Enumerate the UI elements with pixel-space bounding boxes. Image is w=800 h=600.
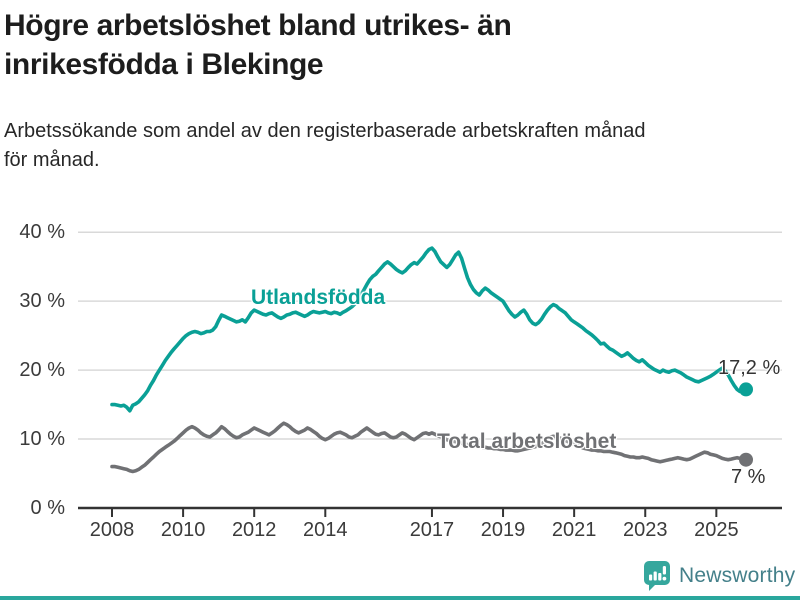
x-tick-label: 2017 — [409, 519, 455, 541]
y-tick-label: 30 % — [19, 290, 65, 313]
x-tick-label: 2012 — [231, 519, 277, 541]
series-label-total-arbetsloshet: Total arbetslöshet — [437, 430, 617, 453]
series-line-utlandsfodda — [110, 246, 748, 413]
y-tick-label: 20 % — [19, 359, 65, 382]
y-tick-label: 10 % — [19, 428, 65, 451]
y-tick-label: 40 % — [19, 221, 65, 244]
end-value-label-total: 7 % — [731, 466, 766, 488]
chart-title: Högre arbetslöshet bland utrikes- än inri… — [4, 6, 764, 84]
x-axis-labels: 2008 2010 2012 2014 2017 2019 2021 2023 2025 — [0, 519, 800, 545]
x-tick-label: 2023 — [623, 519, 668, 541]
newsworthy-logo-icon — [644, 561, 670, 591]
x-tick-label: 2014 — [303, 519, 348, 541]
end-dot-utlandsfodda — [739, 382, 753, 397]
x-tick-label: 2010 — [160, 519, 206, 541]
x-tick-label: 2025 — [694, 519, 739, 541]
bottom-accent-bar — [0, 596, 800, 600]
series-label-utlandsfodda: Utlandsfödda — [251, 286, 386, 309]
series-line-total — [110, 421, 748, 474]
chart-subtitle-line2: för månad. — [4, 149, 100, 171]
chart-title-line1: Högre arbetslöshet bland utrikes- än — [4, 9, 512, 42]
chart-subtitle: Arbetssökande som andel av den registerb… — [4, 117, 794, 175]
footer-brand: Newsworthy — [643, 560, 795, 591]
brand-name: Newsworthy — [679, 563, 796, 587]
y-axis-labels: 0 % 10 % 20 % 30 % 40 % — [0, 0, 65, 600]
x-tick-label: 2021 — [551, 519, 597, 541]
end-dot-total — [739, 452, 753, 467]
x-tick-label: 2019 — [480, 519, 526, 541]
x-tick-label: 2008 — [89, 519, 135, 541]
end-value-label-utlandsfodda: 17,2 % — [718, 357, 781, 379]
chart-title-line2: inrikesfödda i Blekinge — [4, 48, 324, 81]
chart-subtitle-line1: Arbetssökande som andel av den registerb… — [4, 120, 646, 142]
y-tick-label: 0 % — [30, 497, 65, 519]
